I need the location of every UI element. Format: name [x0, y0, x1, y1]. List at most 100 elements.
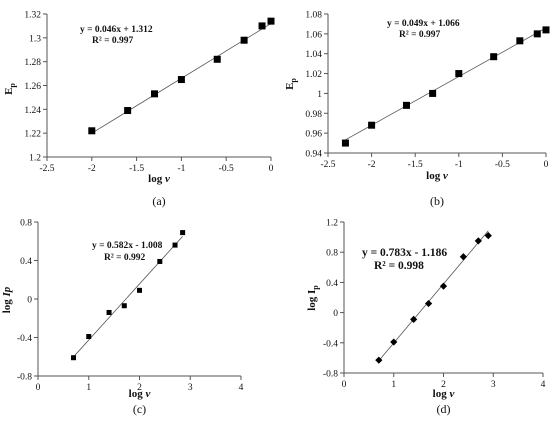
x-axis-label-variable: v — [165, 173, 170, 185]
y-tick-label: 1.02 — [305, 70, 322, 80]
trendline — [378, 230, 489, 362]
panel-caption: (b) — [430, 194, 444, 208]
y-tick-label: -0.4 — [17, 334, 32, 344]
y-tick-label: 1.04 — [305, 50, 322, 60]
y-tick-label: 1 — [317, 90, 322, 100]
y-tick-label: 1.32 — [24, 11, 41, 21]
x-axis-label-text: log — [148, 173, 165, 185]
trendline-equation: y = 0.049x + 1.066 — [387, 19, 460, 29]
y-tick-label: 1.26 — [24, 82, 41, 92]
data-point — [180, 230, 186, 236]
data-point — [88, 127, 96, 135]
data-point — [459, 253, 467, 261]
x-axis-label: log v — [426, 170, 448, 182]
y-tick-label: 1.2 — [29, 154, 41, 164]
data-point — [172, 242, 178, 248]
chart-panel-c: 0 1 2 3 4 -0.8 -0.4 0 0.4 0.8 y = 0.582x - 1.008 R²… — [1, 219, 244, 417]
y-axis-label-subscript: Ip — [1, 286, 13, 297]
x-axis-label-variable: v — [145, 388, 150, 400]
panel-caption: (d) — [437, 402, 451, 416]
data-point — [121, 303, 127, 309]
data-point — [177, 76, 185, 84]
trendline-equation: y = 0.783x - 1.186 — [362, 247, 447, 259]
y-tick-label: 0.8 — [20, 219, 32, 229]
x-tick-label: -2.5 — [320, 160, 335, 170]
x-tick-label: 3 — [491, 380, 496, 390]
data-point — [439, 282, 448, 290]
x-tick-label: 4 — [239, 383, 244, 393]
r-squared-label: R² = 0.997 — [92, 36, 133, 46]
data-point — [71, 355, 77, 361]
r-squared-label: R² = 0.998 — [374, 260, 424, 272]
chart-panel-d: 0 1 2 3 4 -0.8 -0.4 0 0.4 0.8 1.2 y = 0.783x - 1.18… — [306, 219, 546, 417]
y-tick-label: 0 — [27, 296, 32, 306]
y-tick-label: 0.4 — [326, 279, 338, 289]
y-tick-label: 0.94 — [305, 150, 322, 160]
y-axis-label-text: E — [284, 83, 296, 90]
x-tick-label: -2 — [368, 160, 376, 170]
x-tick-label: 1 — [391, 380, 396, 390]
x-tick-label: 1 — [86, 383, 91, 393]
y-tick-label: 0.8 — [326, 249, 338, 259]
x-tick-label: 2 — [137, 383, 142, 393]
data-point — [341, 139, 349, 147]
data-point — [137, 287, 142, 293]
y-tick-label: -0.8 — [323, 370, 338, 380]
x-axis-label-text: log — [433, 388, 450, 400]
chart-panel-a: -2.5 -2 -1.5 -1 -0.5 0 1.2 1.22 1.24 1.26 1.28 1.3 1… — [3, 11, 275, 208]
x-tick-label: -1.5 — [129, 164, 144, 174]
data-point — [402, 101, 410, 109]
y-axis-label-subscript: p — [289, 78, 298, 83]
x-axis-label-variable: v — [443, 170, 448, 182]
x-tick-label: -0.5 — [219, 164, 234, 174]
trendline — [73, 236, 183, 358]
x-axis-label-variable: v — [449, 388, 454, 400]
data-point — [516, 37, 524, 45]
y-axis-label: log Ip — [1, 286, 13, 313]
x-tick-label: 0 — [342, 380, 347, 390]
trendline-equation: y = 0.046x + 1.312 — [80, 25, 153, 35]
x-tick-label: 0 — [269, 164, 274, 174]
x-tick-label: -0.5 — [495, 160, 510, 170]
y-axis-label-text: E — [3, 88, 15, 95]
x-axis-label-text: log — [426, 170, 443, 182]
data-point — [390, 338, 398, 346]
data-point — [151, 90, 159, 98]
x-tick-label: -1.5 — [408, 160, 423, 170]
r-squared-label: R² = 0.992 — [104, 253, 145, 263]
y-tick-label: 1.3 — [29, 34, 41, 44]
x-tick-label: 0 — [544, 160, 549, 170]
x-tick-label: 3 — [188, 383, 193, 393]
x-axis-label: log v — [148, 173, 170, 185]
data-point — [106, 309, 112, 315]
trendline — [345, 27, 547, 141]
data-point — [267, 17, 275, 25]
data-point — [410, 315, 418, 323]
panel-caption: (c) — [133, 402, 146, 416]
data-point — [86, 334, 92, 340]
y-axis-label: log Ip — [306, 285, 320, 311]
y-axis-label-text: log I — [306, 290, 318, 311]
y-tick-label: 1.08 — [305, 11, 322, 21]
trendline-equation: y = 0.582x - 1.008 — [92, 241, 163, 251]
data-point — [474, 237, 482, 245]
data-point — [157, 258, 163, 264]
data-point — [240, 36, 248, 44]
data-point — [542, 26, 550, 34]
y-axis-label-text: log — [1, 296, 13, 313]
data-point — [258, 22, 266, 30]
x-tick-label: 0 — [36, 383, 41, 393]
panel-caption: (a) — [152, 194, 165, 208]
y-tick-label: 0.4 — [20, 257, 32, 267]
data-point — [375, 356, 383, 364]
y-tick-label: -0.4 — [323, 339, 338, 349]
x-axis-label-text: log — [129, 388, 146, 400]
r-squared-label: R² = 0.997 — [399, 30, 440, 40]
data-point — [124, 107, 132, 115]
x-tick-label: -2.5 — [39, 164, 54, 174]
x-axis-label: log v — [433, 388, 455, 400]
y-tick-label: 1.24 — [24, 106, 41, 116]
y-axis-label-subscript: p — [8, 83, 17, 88]
data-point — [455, 70, 463, 78]
